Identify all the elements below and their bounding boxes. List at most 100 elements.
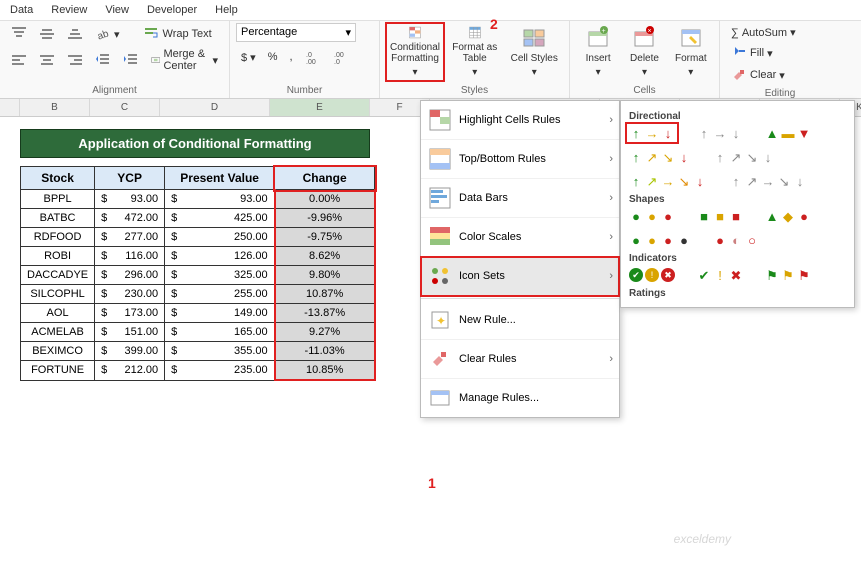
iconset-option[interactable]: ●●● [627,207,677,225]
dd-top-bottom[interactable]: Top/Bottom Rules› [421,140,619,179]
menu-developer[interactable]: Developer [147,4,197,16]
cell-stock[interactable]: BPPL [21,190,95,209]
autosum-button[interactable]: ∑ AutoSum ▾ [726,23,801,42]
cell-stock[interactable]: BEXIMCO [21,342,95,361]
cell-stock[interactable]: SILCOPHL [21,285,95,304]
cell-pv[interactable]: $250.00 [165,228,275,247]
dd-new-rule[interactable]: ✦ New Rule... [421,301,619,340]
col-e[interactable]: E [270,99,370,116]
iconset-option[interactable]: ↑↗↘↓ [627,148,693,166]
cell-pv[interactable]: $235.00 [165,361,275,381]
cell-stock[interactable]: AOL [21,304,95,323]
menu-help[interactable]: Help [215,4,238,16]
indent-dec-icon[interactable] [90,49,116,71]
col-d[interactable]: D [160,99,270,116]
dd-manage-rules[interactable]: Manage Rules... [421,379,619,417]
format-button[interactable]: Format▾ [669,23,713,81]
dd-highlight-cells[interactable]: Highlight Cells Rules› [421,101,619,140]
cell-ycp[interactable]: $472.00 [95,209,165,228]
iconset-option[interactable]: ✔!✖ [695,266,745,284]
dd-icon-sets[interactable]: Icon Sets› [421,257,619,296]
cell-pv[interactable]: $149.00 [165,304,275,323]
comma-icon[interactable]: , [284,48,297,66]
cell-change[interactable]: 10.85% [275,361,375,381]
cell-ycp[interactable]: $116.00 [95,247,165,266]
menu-data[interactable]: Data [10,4,33,16]
cell-change[interactable]: -9.75% [275,228,375,247]
iconset-option[interactable]: ●●●● [627,231,693,249]
decrease-decimal-icon[interactable]: .00.0 [328,46,354,68]
currency-icon[interactable]: $ ▾ [236,48,261,67]
cell-change[interactable]: 9.80% [275,266,375,285]
iconset-option[interactable]: ↑↗→↘↓ [627,172,709,190]
cell-change[interactable]: -13.87% [275,304,375,323]
cell-ycp[interactable]: $230.00 [95,285,165,304]
table-row[interactable]: FORTUNE$212.00$235.0010.85% [21,361,375,381]
cell-change[interactable]: 8.62% [275,247,375,266]
cell-stock[interactable]: DACCADYE [21,266,95,285]
cell-pv[interactable]: $165.00 [165,323,275,342]
table-row[interactable]: ACMELAB$151.00$165.009.27% [21,323,375,342]
cell-ycp[interactable]: $93.00 [95,190,165,209]
iconset-option[interactable]: ●◐○ [711,231,761,249]
fill-button[interactable]: Fill ▾ [726,42,778,64]
cell-ycp[interactable]: $296.00 [95,266,165,285]
iconset-option[interactable]: ↑→↓ [695,124,745,142]
cell-pv[interactable]: $425.00 [165,209,275,228]
cell-pv[interactable]: $325.00 [165,266,275,285]
table-row[interactable]: BEXIMCO$399.00$355.00-11.03% [21,342,375,361]
cell-pv[interactable]: $355.00 [165,342,275,361]
table-row[interactable]: SILCOPHL$230.00$255.0010.87% [21,285,375,304]
iconset-option[interactable]: ↑→↓ [627,124,677,142]
iconset-option[interactable]: ↑↗↘↓ [711,148,777,166]
table-row[interactable]: AOL$173.00$149.00-13.87% [21,304,375,323]
col-c[interactable]: C [90,99,160,116]
menu-review[interactable]: Review [51,4,87,16]
menu-view[interactable]: View [105,4,129,16]
increase-decimal-icon[interactable]: .0.00 [300,46,326,68]
iconset-option[interactable]: ⚑⚑⚑ [763,266,813,284]
iconset-option[interactable]: ↑↗→↘↓ [727,172,809,190]
percent-icon[interactable]: % [263,48,283,66]
table-row[interactable]: DACCADYE$296.00$325.009.80% [21,266,375,285]
cell-pv[interactable]: $126.00 [165,247,275,266]
iconset-option[interactable]: ■■■ [695,207,745,225]
cell-stock[interactable]: RDFOOD [21,228,95,247]
cell-ycp[interactable]: $277.00 [95,228,165,247]
merge-center-button[interactable]: Merge & Center ▾ [146,45,223,75]
orientation-icon[interactable]: ab▾ [90,23,125,45]
dd-data-bars[interactable]: Data Bars› [421,179,619,218]
dd-color-scales[interactable]: Color Scales› [421,218,619,257]
cell-change[interactable]: -9.96% [275,209,375,228]
align-center-icon[interactable] [34,49,60,71]
cell-pv[interactable]: $93.00 [165,190,275,209]
cell-ycp[interactable]: $151.00 [95,323,165,342]
wrap-text-button[interactable]: Wrap Text [139,23,217,45]
dd-clear-rules[interactable]: Clear Rules› [421,340,619,379]
clear-button[interactable]: Clear ▾ [726,64,790,86]
cell-stock[interactable]: BATBC [21,209,95,228]
iconset-option[interactable]: ▲▬▼ [763,124,813,142]
align-left-icon[interactable] [6,49,32,71]
table-row[interactable]: BATBC$472.00$425.00-9.96% [21,209,375,228]
insert-button[interactable]: + Insert▾ [576,23,620,81]
cell-change[interactable]: -11.03% [275,342,375,361]
cell-change[interactable]: 0.00% [275,190,375,209]
cell-ycp[interactable]: $399.00 [95,342,165,361]
cell-change[interactable]: 10.87% [275,285,375,304]
cell-stock[interactable]: ROBI [21,247,95,266]
cell-styles-button[interactable]: Cell Styles▾ [506,23,564,81]
number-format-select[interactable]: Percentage▾ [236,23,356,42]
conditional-formatting-button[interactable]: Conditional Formatting▾ [386,23,444,81]
cell-stock[interactable]: ACMELAB [21,323,95,342]
cell-ycp[interactable]: $173.00 [95,304,165,323]
iconset-option[interactable]: ▲◆● [763,207,813,225]
align-top-icon[interactable] [6,23,32,45]
delete-button[interactable]: × Delete▾ [622,23,666,81]
table-row[interactable]: BPPL$93.00$93.000.00% [21,190,375,209]
cell-ycp[interactable]: $212.00 [95,361,165,381]
cell-change[interactable]: 9.27% [275,323,375,342]
align-right-icon[interactable] [62,49,88,71]
col-b[interactable]: B [20,99,90,116]
cell-pv[interactable]: $255.00 [165,285,275,304]
